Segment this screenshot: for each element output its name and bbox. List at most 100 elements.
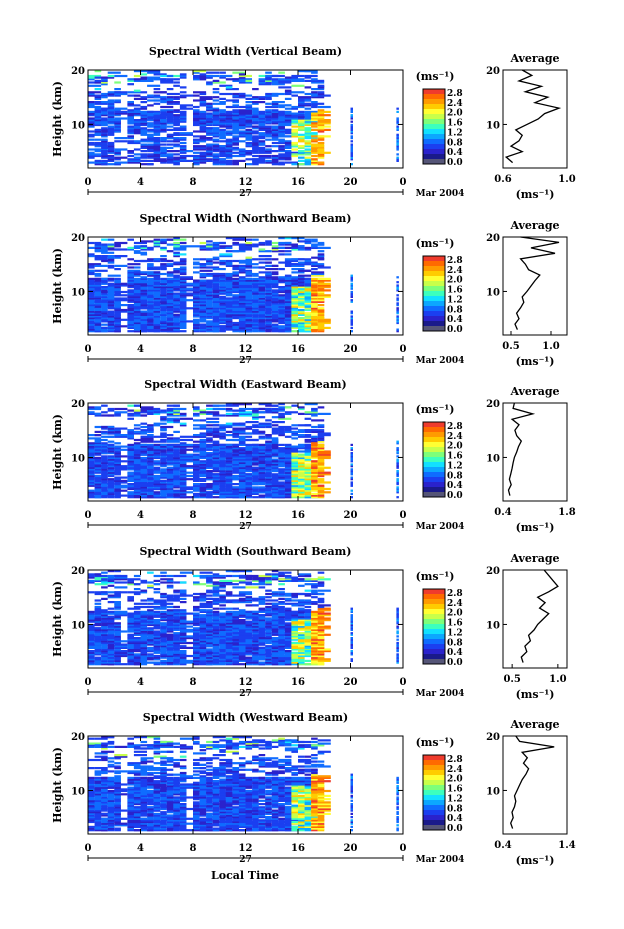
heatmap-cell [114,305,121,308]
heatmap-cell [265,299,272,302]
heatmap-cell [219,651,226,654]
heatmap-cell [258,320,266,323]
heatmap-cell [199,161,207,164]
heatmap-cell [311,435,318,438]
heatmap-cell [311,474,325,478]
heatmap-cell [193,261,200,264]
heatmap-cell [114,407,128,411]
heatmap-cell [232,302,239,305]
heatmap-cell [311,297,318,300]
heatmap-cell [94,295,102,298]
heatmap-cell [179,295,187,298]
heatmap-cell [147,619,154,622]
heatmap-cell [278,304,285,307]
heatmap-cell [298,101,305,104]
heatmap-cell [245,427,253,430]
heatmap-cell [291,94,298,97]
heatmap-cell [88,633,95,636]
heatmap-cell [140,101,148,104]
heatmap-cell [94,141,108,145]
colorbar-tick-label: 2.4 [447,266,463,276]
heatmap-cell [88,143,102,146]
heatmap-cell [133,456,141,460]
heatmap-cell [94,619,102,622]
heatmap-cell [298,286,312,289]
heatmap-cell [206,653,213,656]
heatmap-cell [107,300,115,303]
heatmap-cell [160,279,174,282]
heatmap-cell [212,430,220,433]
heatmap-cell [160,483,167,486]
heatmap-cell [298,481,305,484]
heatmap-cell [271,465,279,468]
heatmap-cell [140,612,148,615]
heatmap-cell [291,465,298,468]
heatmap-cell [114,602,121,605]
heatmap-cell [245,421,259,424]
heatmap-cell [147,135,154,138]
heatmap-cell [114,101,121,104]
heatmap-cell [238,313,246,316]
heatmap-cell [94,318,102,321]
heatmap-cell [173,484,180,487]
heatmap-cell [265,117,279,120]
heatmap-cell [127,614,134,617]
heatmap-cell [160,290,167,294]
heatmap-cell [153,294,167,297]
heatmap-cell [179,617,187,620]
heatmap-cell [304,468,312,471]
heatmap-cell [271,150,279,153]
heatmap-cell [238,281,246,284]
heatmap-cell [88,101,95,104]
heatmap-cell [304,302,312,305]
heatmap-cell [265,325,279,328]
heatmap-cell [166,637,174,640]
heatmap-cell [133,637,141,640]
heatmap-cell [107,574,121,578]
heatmap-cell [127,473,134,476]
heatmap-cell [206,597,220,600]
heatmap-cell [107,130,121,133]
heatmap-cell [114,107,128,110]
heatmap-cell [140,326,154,329]
heatmap-cell [232,452,239,455]
heatmap-cell [284,489,292,492]
heatmap-cell [206,458,213,461]
heatmap-cell [311,450,318,453]
heatmap-cell [166,437,174,440]
colorbar-tick-label: 0.8 [447,305,463,315]
heatmap-cell [166,476,174,479]
heatmap-cell [133,281,141,284]
heatmap-cell [317,284,331,287]
heatmap-cell [173,81,180,84]
heatmap-cell [212,109,220,112]
heatmap-cell [114,445,128,448]
heatmap-cell [212,128,220,131]
heatmap-cell [212,117,226,120]
heatmap-cell [219,163,226,166]
heatmap-cell [101,447,115,450]
heatmap-cell [252,468,259,471]
heatmap-cell [284,326,292,329]
heatmap-cell [265,305,272,308]
heatmap-cell [193,151,200,154]
heatmap-cell [350,496,353,499]
heatmap-cell [219,471,233,474]
heatmap-cell [88,661,95,664]
heatmap-cell [114,633,121,636]
heatmap-cell [107,289,121,292]
heatmap-cell [114,625,121,628]
heatmap-cell [153,633,167,636]
heatmap-cell [212,465,226,468]
heatmap-cell [114,243,121,246]
heatmap-cell [291,112,305,115]
heatmap-cell [350,489,353,492]
colorbar-unit: (ms⁻¹) [416,70,455,83]
heatmap-cell [225,312,233,315]
heatmap-cell [101,491,115,494]
heatmap-cell [212,592,220,596]
heatmap-cell [311,271,325,274]
heatmap-cell [232,483,239,486]
heatmap-cell [101,483,115,486]
heatmap-cell [206,601,213,604]
